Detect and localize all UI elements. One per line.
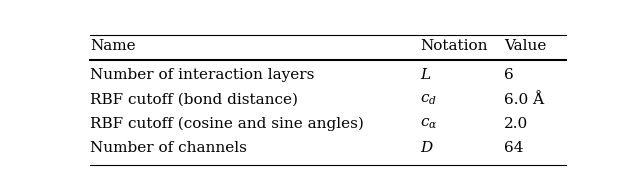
Text: 6.0 Å: 6.0 Å [504, 93, 544, 107]
Text: Notation: Notation [420, 39, 487, 53]
Text: 2.0: 2.0 [504, 117, 529, 131]
Text: 6: 6 [504, 68, 514, 82]
Text: Number of channels: Number of channels [90, 141, 247, 155]
Text: $D$: $D$ [420, 140, 434, 155]
Text: $c_d$: $c_d$ [420, 92, 436, 107]
Text: Name: Name [90, 39, 136, 53]
Text: RBF cutoff (bond distance): RBF cutoff (bond distance) [90, 93, 298, 107]
Text: RBF cutoff (cosine and sine angles): RBF cutoff (cosine and sine angles) [90, 117, 364, 131]
Text: Value: Value [504, 39, 547, 53]
Text: 64: 64 [504, 141, 524, 155]
Text: $L$: $L$ [420, 67, 431, 82]
Text: $c_{\alpha}$: $c_{\alpha}$ [420, 117, 437, 131]
Text: Number of interaction layers: Number of interaction layers [90, 68, 314, 82]
